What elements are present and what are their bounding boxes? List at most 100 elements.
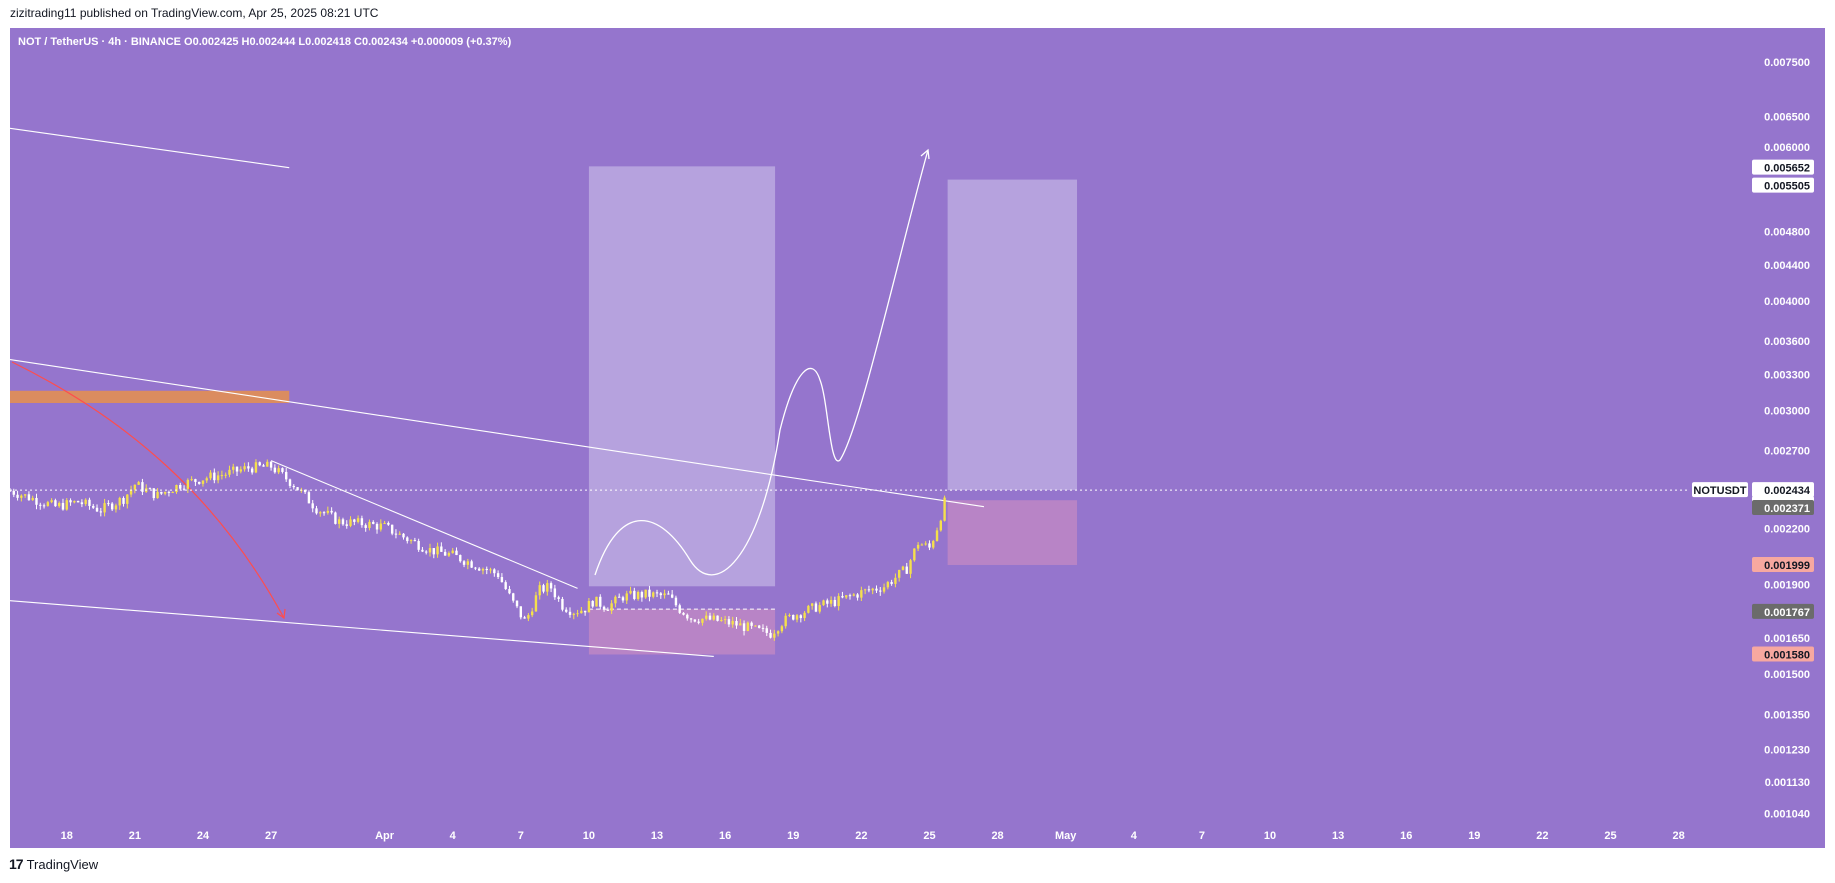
price-tag-box [1752, 177, 1814, 193]
x-tick-label: 28 [1673, 830, 1685, 842]
trendlines-layer [9, 127, 985, 657]
candle-body [375, 523, 379, 530]
candle-body [761, 627, 765, 629]
y-tick-label: 0.001040 [1764, 809, 1810, 821]
candle-body [95, 507, 99, 512]
price-tag-box [1752, 482, 1814, 498]
candle-body [826, 600, 829, 604]
candle-body [137, 482, 140, 485]
candle-body [360, 518, 364, 526]
candle-body [76, 501, 80, 503]
candle-body [80, 502, 84, 505]
candle-body [871, 588, 874, 591]
candle-body [905, 566, 908, 574]
candle-body [674, 597, 678, 606]
candle-body [879, 590, 882, 592]
y-tick-label: 0.001350 [1764, 709, 1810, 721]
candle-body [35, 497, 38, 505]
candle-body [617, 596, 621, 598]
candle-body [595, 596, 598, 607]
candle-body [697, 621, 700, 623]
candle-body [368, 521, 371, 528]
price-tag-box [1692, 482, 1748, 498]
price-tag-label: 0.005505 [1764, 181, 1810, 193]
candle-body [523, 617, 526, 619]
x-tick-label: May [1055, 830, 1077, 842]
resistance-zone [10, 390, 290, 404]
candle-body [720, 619, 723, 621]
stop-zone-left [588, 609, 776, 655]
candle-body [156, 491, 159, 499]
candle-body [330, 510, 333, 513]
x-tick-label: 7 [518, 830, 524, 842]
candle-body [644, 589, 647, 598]
candle-body [228, 469, 231, 475]
candle-body [833, 599, 837, 607]
candle-body [735, 620, 738, 626]
lower-channel [9, 600, 714, 657]
candle-body [708, 615, 712, 620]
candle-body [807, 605, 810, 613]
symbol-ohlc-line: NOT / TetherUS · 4h · BINANCE O0.002425 … [18, 36, 512, 48]
candle-body [409, 540, 413, 542]
candle-body [739, 623, 742, 626]
candle-body [663, 593, 666, 596]
candle-body [587, 600, 591, 613]
x-tick-label: 22 [1536, 830, 1548, 842]
x-tick-label: 25 [923, 830, 935, 842]
candle-body [784, 615, 787, 627]
candle-body [773, 633, 776, 638]
candle-body [277, 468, 280, 473]
candle-body [129, 489, 133, 495]
candle-body [928, 543, 931, 548]
candle-body [247, 466, 250, 469]
candle-body [633, 590, 636, 599]
tradingview-logo-icon: 17 [9, 856, 24, 872]
candle-body [504, 582, 507, 590]
candle-body [235, 466, 239, 472]
candle-body [266, 461, 269, 467]
candle-body [57, 502, 61, 507]
candle-body [148, 488, 152, 490]
candle-body [443, 551, 447, 556]
candle-body [345, 524, 348, 526]
x-axis: 18 21 24 27 Apr 4 7 10 13 16 19 22 25 28 May 4 7 10 13 16 19… [61, 830, 1685, 842]
candle-body [27, 494, 31, 501]
candle-body [705, 615, 708, 619]
candle-body [107, 503, 110, 505]
candle-body [20, 495, 23, 498]
price-tag-label: NOTUSDT [1693, 485, 1746, 497]
candle-body [398, 533, 401, 535]
x-tick-label: 10 [1264, 830, 1276, 842]
projected-path-left [594, 149, 929, 576]
candle-body [322, 512, 326, 514]
candle-body [901, 566, 905, 570]
candle-body [943, 497, 946, 521]
candle-body [678, 605, 681, 613]
candle-body [519, 606, 523, 618]
candle-body [455, 550, 458, 556]
candle-body [459, 555, 462, 562]
y-tick-label: 0.004000 [1764, 296, 1810, 308]
candle-body [867, 589, 871, 591]
candle-body [670, 594, 674, 598]
candle-body [693, 619, 697, 622]
candle-body [776, 631, 780, 634]
candle-body [682, 612, 685, 615]
candle-body [213, 472, 216, 481]
candle-body [315, 508, 318, 514]
candle-body [754, 625, 757, 627]
candle-body [285, 471, 288, 480]
candle-body [432, 548, 435, 555]
candle-body [364, 525, 367, 528]
candle-body [65, 500, 68, 510]
price-tags: 0.0056520.005505NOTUSDT0.00243403:38:170… [1692, 159, 1814, 662]
candle-body [133, 484, 137, 490]
y-tick-label: 0.001500 [1764, 669, 1810, 681]
candle-body [337, 519, 341, 524]
y-tick-label: 0.004400 [1764, 260, 1810, 272]
candle-body [565, 609, 568, 612]
candle-body [341, 519, 345, 525]
candle-body [281, 468, 284, 472]
